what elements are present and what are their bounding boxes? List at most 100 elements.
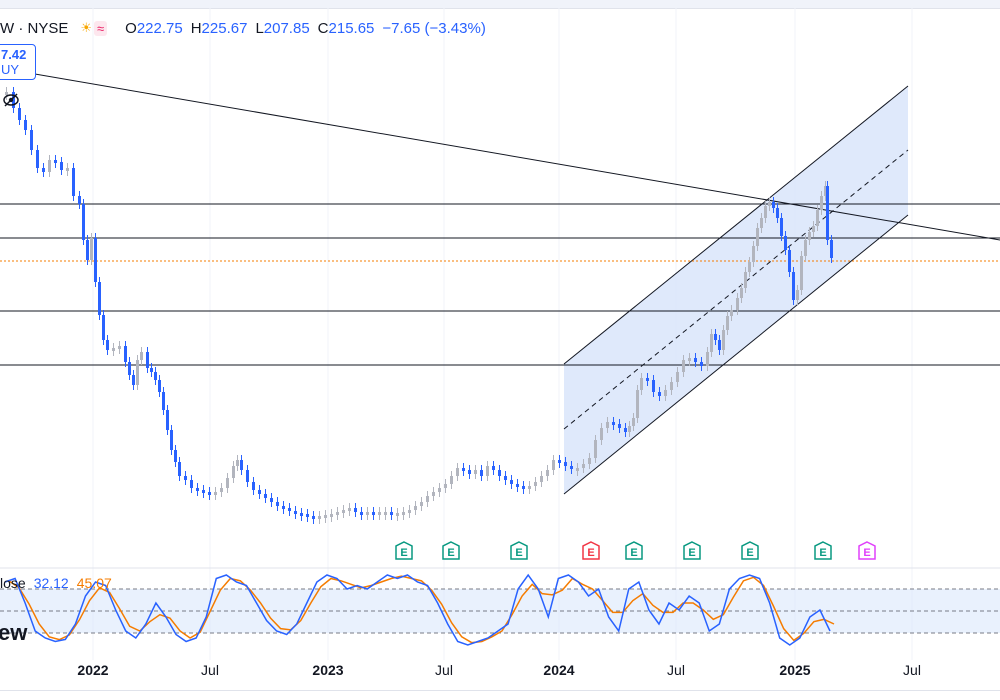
channel-upper-line[interactable] <box>563 85 909 365</box>
candle <box>480 470 483 476</box>
candle <box>282 506 285 509</box>
candle <box>812 226 815 232</box>
candle <box>582 464 585 468</box>
candle <box>98 282 101 315</box>
buy-price-box[interactable]: 7.42 UY <box>0 44 36 80</box>
earnings-marker[interactable]: E <box>581 541 601 561</box>
candle <box>628 426 631 432</box>
candle <box>456 468 459 476</box>
svg-text:E: E <box>400 547 407 559</box>
oscillator-label: lose <box>0 575 26 591</box>
candle <box>652 380 655 392</box>
candle <box>694 358 697 362</box>
candle <box>132 375 135 385</box>
earnings-marker[interactable]: E <box>682 541 702 561</box>
x-tick: 2024 <box>543 662 575 678</box>
candle <box>444 484 447 488</box>
time-axis[interactable]: 2022 Jul 2023 Jul 2024 Jul 2025 Jul <box>0 662 1000 686</box>
candle <box>540 476 543 482</box>
earnings-marker[interactable]: E <box>813 541 833 561</box>
earnings-marker[interactable]: E <box>740 541 760 561</box>
candle <box>546 470 549 476</box>
trend-line[interactable] <box>0 67 1000 241</box>
candle <box>354 508 357 512</box>
open-value: 222.75 <box>136 19 183 37</box>
x-tick: Jul <box>435 662 453 678</box>
low-value: 207.85 <box>263 19 310 37</box>
candle <box>788 250 791 272</box>
candle <box>240 460 243 470</box>
candle <box>158 380 161 392</box>
candle <box>300 513 303 516</box>
candle <box>522 486 525 489</box>
candle <box>632 418 635 426</box>
candle <box>676 372 679 382</box>
candle <box>564 462 567 466</box>
candle <box>232 466 235 478</box>
channel-median-line[interactable] <box>563 149 909 430</box>
top-toolbar <box>0 0 1000 9</box>
candle <box>306 514 309 517</box>
candle <box>348 508 351 511</box>
buy-price: 7.42 <box>1 47 27 62</box>
candle <box>202 490 205 493</box>
candle <box>324 515 327 518</box>
svg-text:E: E <box>587 547 594 559</box>
candle <box>414 506 417 510</box>
candle <box>366 512 369 515</box>
candle <box>438 488 441 492</box>
candle <box>600 428 603 440</box>
candle <box>94 238 97 282</box>
candle <box>764 206 767 218</box>
stoch-d-line <box>8 575 835 644</box>
svg-text:E: E <box>746 547 753 559</box>
candle <box>112 348 115 351</box>
candle <box>5 92 8 95</box>
candle <box>706 352 709 366</box>
candle <box>60 162 63 170</box>
candle <box>226 478 229 488</box>
candle <box>162 392 165 410</box>
watermark-logo: ew <box>0 620 28 645</box>
earnings-marker[interactable]: E <box>509 541 529 561</box>
wave-icon[interactable]: ≈ <box>94 20 108 36</box>
change-value: −7.65 (−3.43%) <box>382 19 486 37</box>
earnings-marker[interactable]: E <box>624 541 644 561</box>
channel-lower-line[interactable] <box>563 214 909 495</box>
earnings-marker[interactable]: E <box>394 541 414 561</box>
x-tick: 2022 <box>77 662 109 678</box>
candle <box>72 168 75 196</box>
earnings-marker[interactable]: E <box>441 541 461 561</box>
candle <box>658 392 661 396</box>
sun-icon[interactable]: ☀ <box>80 20 92 35</box>
candle <box>330 514 333 517</box>
high-value: 225.67 <box>201 19 248 37</box>
candle <box>318 516 321 519</box>
candle <box>796 290 799 300</box>
candle <box>498 470 501 476</box>
candle <box>726 316 729 330</box>
candle <box>102 315 105 340</box>
candle <box>670 382 673 390</box>
candle <box>66 168 69 171</box>
oscillator-d-value: 45.07 <box>76 575 112 591</box>
candle <box>640 378 643 390</box>
stoch-k-line <box>4 573 831 646</box>
candle <box>270 498 273 502</box>
candle <box>516 484 519 487</box>
candle <box>450 476 453 484</box>
candle <box>128 362 131 375</box>
candle <box>214 492 217 495</box>
svg-text:E: E <box>630 547 637 559</box>
x-tick: Jul <box>201 662 219 678</box>
candle <box>804 240 807 256</box>
close-value: 215.65 <box>328 19 375 37</box>
candle <box>136 360 139 385</box>
earnings-marker[interactable]: E <box>857 541 877 561</box>
hide-eye-icon[interactable] <box>2 92 20 108</box>
candle <box>184 476 187 480</box>
symbol-name[interactable]: W · NYSE <box>0 19 69 37</box>
candle <box>718 340 721 350</box>
candle <box>576 468 579 471</box>
